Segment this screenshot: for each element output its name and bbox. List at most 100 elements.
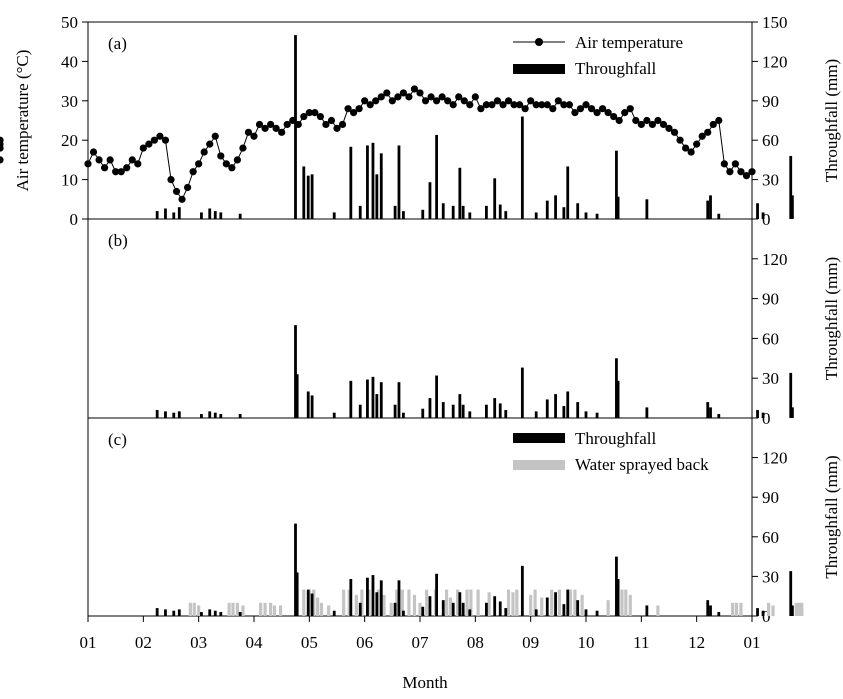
throughfall-bar [177,411,181,418]
throughfall-bar [208,609,212,616]
throughfall-bar [554,592,557,616]
throughfall-bar [468,212,472,219]
throughfall-bar [520,116,524,219]
throughfall-bar [709,605,712,616]
temperature-point [521,105,529,113]
x-tick-label-3: 04 [246,633,264,652]
throughfall-bar [397,145,401,219]
throughfall-bar [155,608,159,616]
temperature-point [466,101,474,109]
temperature-point [416,89,424,97]
sprayed-bar [797,602,801,616]
throughfall-bar [172,212,176,219]
throughfall-bar [534,609,538,616]
left-tick-label-2: 20 [61,131,78,150]
throughfall-bar [761,412,765,418]
throughfall-bar [761,212,765,219]
temperature-point [477,105,485,113]
throughfall-bar [451,404,455,418]
sprayed-bar [418,602,422,616]
throughfall-bar [238,612,242,616]
sprayed-bar [731,602,735,616]
throughfall-bar [520,565,524,616]
temperature-point [278,128,286,136]
temperature-point [134,160,142,168]
x-tick-label-10: 11 [633,633,649,652]
panel-frame-2 [87,218,753,419]
throughfall-bar [402,412,405,418]
temperature-point [161,136,170,144]
temperature-point [128,156,136,164]
temperature-point [106,156,114,164]
temperature-point [698,132,706,140]
throughfall-bar [435,134,438,219]
temperature-point [283,120,291,129]
throughfall-bar [717,612,721,616]
temperature-point [338,120,347,129]
panel-label-2: (b) [108,231,128,250]
sprayed-bar [342,589,346,616]
temperature-point [311,109,319,117]
throughfall-bar [397,580,401,616]
throughfall-bar [566,589,570,616]
throughfall-bar [458,167,462,219]
temperature-point [565,101,574,109]
temperature-point [250,132,258,140]
sprayed-bar [376,589,381,616]
temperature-point [659,120,668,129]
left-tick-label-4: 40 [61,52,78,71]
right-axis-label-1: Throughfall (mm) [822,59,841,182]
throughfall-bar [155,211,159,219]
legend-swatch-throughfall [513,64,565,74]
temperature-point [587,105,596,113]
right-tick-label-3-4: 120 [762,449,788,468]
throughfall-bar [302,166,306,219]
temperature-point [178,195,186,203]
temperature-point [289,116,297,125]
sprayed-bar [476,589,480,616]
throughfall-bar [645,199,649,219]
temperature-point [244,128,253,136]
temperature-point [499,101,507,109]
sprayed-bar [606,600,610,616]
throughfall-bar [428,596,432,616]
temperature-point [95,156,103,164]
throughfall-bar [493,398,497,418]
temperature-point [195,160,203,168]
throughfall-bar [371,376,375,418]
temperature-point [560,101,568,109]
temperature-point [101,164,109,172]
temperature-point [593,109,601,117]
throughfall-bar [504,211,508,219]
throughfall-bar [200,414,203,418]
temperature-point [471,93,479,101]
temperature-point [615,116,623,125]
sprayed-bar [448,597,453,616]
temperature-point [637,120,645,129]
throughfall-bar [761,610,765,616]
throughfall-bar [616,196,620,219]
sprayed-bar [487,592,491,616]
temperature-point [355,105,363,113]
temperature-point [648,120,657,129]
throughfall-bar [789,571,793,616]
throughfall-bar [397,382,401,418]
throughfall-bar [756,410,759,418]
throughfall-bar [498,204,502,219]
right-tick-label-2-2: 60 [762,329,779,348]
temperature-point [322,120,330,129]
temperature-point [217,152,225,160]
throughfall-bar [402,610,405,616]
temperature-point [300,112,308,121]
throughfall-bar [645,407,649,418]
sprayed-bar [529,594,533,616]
throughfall-bar [306,391,310,418]
sprayed-bar [395,589,399,616]
throughfall-bar [441,203,445,219]
throughfall-bar [576,203,580,219]
right-tick-label-3-2: 60 [762,528,779,547]
temperature-point [255,120,264,129]
temperature-point [482,101,490,109]
x-tick-label-7: 08 [467,633,484,652]
throughfall-bar [349,579,353,616]
